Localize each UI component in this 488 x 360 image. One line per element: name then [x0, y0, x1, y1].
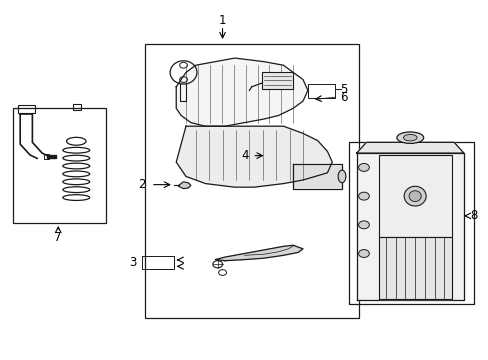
Text: 6: 6 [339, 91, 346, 104]
Polygon shape [356, 153, 463, 300]
Polygon shape [215, 245, 303, 261]
Bar [261, 72, 293, 89]
Polygon shape [176, 126, 331, 187]
Ellipse shape [404, 186, 425, 206]
Ellipse shape [403, 134, 416, 141]
Polygon shape [178, 182, 190, 189]
Circle shape [358, 221, 368, 229]
Text: 4: 4 [241, 149, 248, 162]
Bar [18, 105, 35, 113]
Circle shape [358, 249, 368, 257]
Ellipse shape [396, 132, 423, 143]
Bar [73, 104, 81, 110]
Polygon shape [378, 237, 451, 299]
Text: 2: 2 [138, 178, 146, 191]
Polygon shape [293, 166, 341, 187]
Circle shape [358, 163, 368, 171]
Ellipse shape [337, 170, 345, 183]
Polygon shape [176, 58, 307, 126]
FancyArrow shape [47, 155, 56, 158]
Text: 7: 7 [54, 231, 62, 244]
Text: 1: 1 [218, 14, 226, 27]
Bar [348, 142, 473, 304]
Text: 3: 3 [129, 256, 136, 269]
Ellipse shape [408, 191, 420, 202]
Text: 5: 5 [339, 83, 346, 96]
Bar [142, 256, 173, 269]
Polygon shape [378, 155, 451, 237]
Text: 8: 8 [469, 210, 476, 222]
Polygon shape [356, 142, 463, 153]
Bar [43, 154, 49, 159]
Circle shape [358, 192, 368, 200]
Bar [144, 44, 358, 318]
Bar [13, 108, 105, 223]
Bar [307, 84, 334, 98]
